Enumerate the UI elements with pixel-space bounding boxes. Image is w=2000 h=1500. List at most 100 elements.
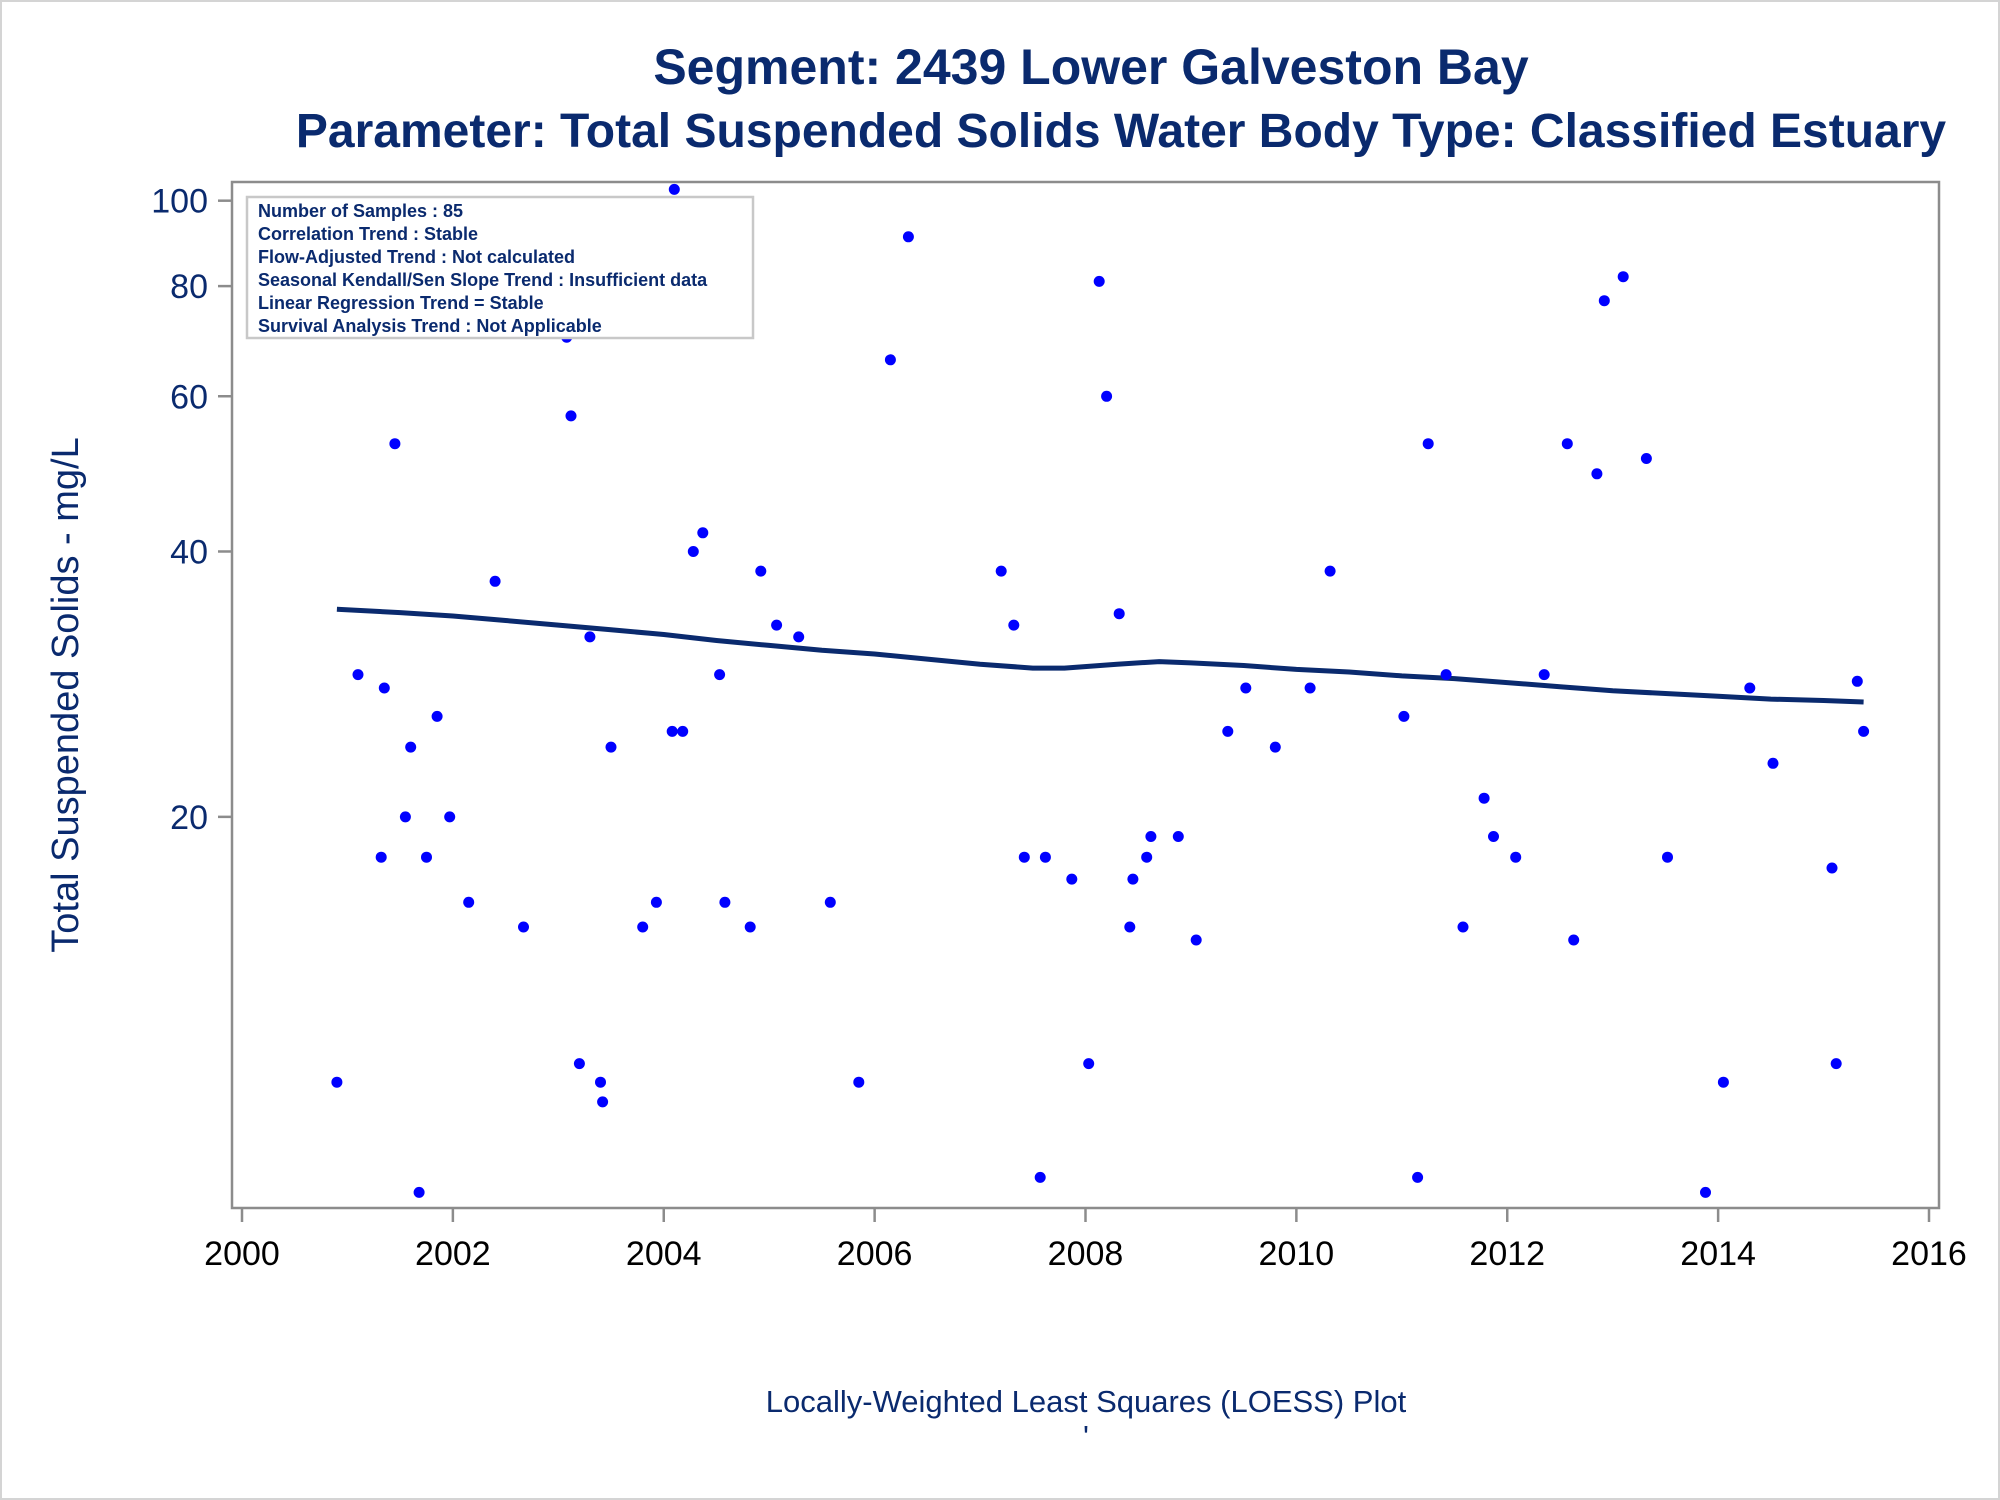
- data-point: [389, 438, 401, 450]
- data-point: [1767, 757, 1779, 769]
- stats-line-linear-regression: Linear Regression Trend = Stable: [258, 293, 544, 313]
- stats-line-seasonal-kendall: Seasonal Kendall/Sen Slope Trend : Insuf…: [258, 270, 708, 290]
- data-point: [421, 851, 432, 863]
- data-point: [853, 1076, 865, 1088]
- data-point: [1826, 862, 1838, 874]
- y-tick-label: 60: [170, 378, 208, 416]
- stats-line-survival: Survival Analysis Trend : Not Applicable: [258, 316, 602, 336]
- data-point: [1858, 725, 1870, 737]
- data-point: [375, 851, 387, 863]
- data-point: [1422, 438, 1434, 450]
- data-point: [444, 811, 456, 823]
- stats-box-border: [245, 195, 755, 340]
- data-point: [1304, 682, 1316, 694]
- data-point: [668, 183, 680, 195]
- x-tick-label: 2008: [1048, 1235, 1124, 1273]
- y-tick-label: 80: [170, 268, 208, 306]
- data-point: [650, 896, 662, 908]
- data-point: [352, 669, 364, 681]
- data-point: [666, 725, 678, 737]
- data-point: [1066, 873, 1078, 885]
- data-point: [378, 682, 390, 694]
- chart-title: Segment: 2439 Lower Galveston Bay: [653, 39, 1529, 95]
- loess-layer: [336, 606, 1864, 705]
- data-point: [719, 896, 731, 908]
- data-point: [489, 575, 501, 587]
- data-point: [431, 710, 443, 722]
- data-point: [771, 619, 783, 631]
- data-point: [518, 921, 529, 933]
- data-point: [637, 921, 649, 933]
- data-point: [1598, 295, 1610, 307]
- x-tick-label: 2006: [837, 1235, 913, 1273]
- x-tick-label: 2002: [415, 1235, 491, 1273]
- data-point: [1662, 851, 1673, 863]
- data-point: [1113, 608, 1125, 620]
- data-point: [1488, 831, 1499, 842]
- data-point: [1222, 725, 1234, 737]
- data-point: [1457, 921, 1469, 933]
- data-point: [399, 811, 411, 823]
- x-axis: 2000 2002 2004 2006 2008 2010 2012 2014 2016: [204, 1208, 1967, 1273]
- data-point: [1269, 741, 1281, 753]
- x-tick-label: 2016: [1891, 1235, 1967, 1273]
- data-point: [677, 725, 689, 737]
- data-point: [902, 231, 914, 243]
- data-point: [687, 546, 699, 557]
- stats-line-correlation: Correlation Trend : Stable: [258, 224, 478, 244]
- data-point: [463, 896, 475, 908]
- data-point: [597, 1096, 609, 1108]
- data-point: [1145, 831, 1157, 842]
- data-point: [595, 1076, 606, 1088]
- data-point: [793, 631, 805, 643]
- data-point: [1510, 851, 1522, 863]
- data-point: [605, 741, 617, 753]
- data-point: [1568, 934, 1580, 946]
- data-point: [697, 527, 709, 539]
- data-point: [565, 410, 577, 422]
- data-point: [1039, 851, 1051, 863]
- y-tick-label: 40: [170, 533, 208, 571]
- data-point: [405, 741, 417, 753]
- footnote-mark: ': [1083, 1419, 1089, 1454]
- data-point: [1591, 468, 1603, 480]
- data-point: [1398, 710, 1410, 722]
- data-point: [1478, 792, 1490, 804]
- data-point: [1440, 669, 1452, 681]
- data-point: [755, 565, 767, 577]
- data-point: [1744, 682, 1756, 694]
- data-point: [1124, 921, 1136, 933]
- data-point: [1617, 271, 1629, 283]
- data-point: [1093, 275, 1105, 287]
- data-point: [1101, 390, 1113, 402]
- data-point: [824, 896, 836, 908]
- data-point: [584, 631, 596, 643]
- data-point: [413, 1186, 425, 1198]
- data-point: [1851, 675, 1863, 687]
- x-tick-label: 2004: [626, 1235, 702, 1273]
- y-tick-label: 100: [151, 183, 208, 221]
- data-point: [1190, 934, 1202, 946]
- data-point: [1412, 1171, 1424, 1183]
- data-point: [1324, 565, 1336, 577]
- data-point: [1240, 682, 1252, 694]
- x-tick-label: 2010: [1259, 1235, 1335, 1273]
- data-point: [1083, 1058, 1095, 1070]
- data-point: [884, 354, 896, 366]
- data-point: [744, 921, 756, 933]
- y-axis-label: Total Suspended Solids - mg/L: [45, 437, 87, 952]
- data-point: [1700, 1186, 1711, 1198]
- data-point: [1141, 851, 1153, 863]
- x-tick-label: 2000: [204, 1235, 280, 1273]
- data-point: [1538, 669, 1550, 681]
- y-tick-label: 20: [170, 799, 208, 837]
- y-axis: 20 40 60 80 100: [151, 183, 232, 837]
- data-point: [1561, 438, 1573, 450]
- data-point: [1127, 873, 1139, 885]
- data-point: [1008, 619, 1020, 631]
- data-point: [1830, 1058, 1842, 1070]
- data-point: [573, 1058, 585, 1070]
- data-point: [1717, 1076, 1729, 1088]
- data-point: [1640, 453, 1652, 464]
